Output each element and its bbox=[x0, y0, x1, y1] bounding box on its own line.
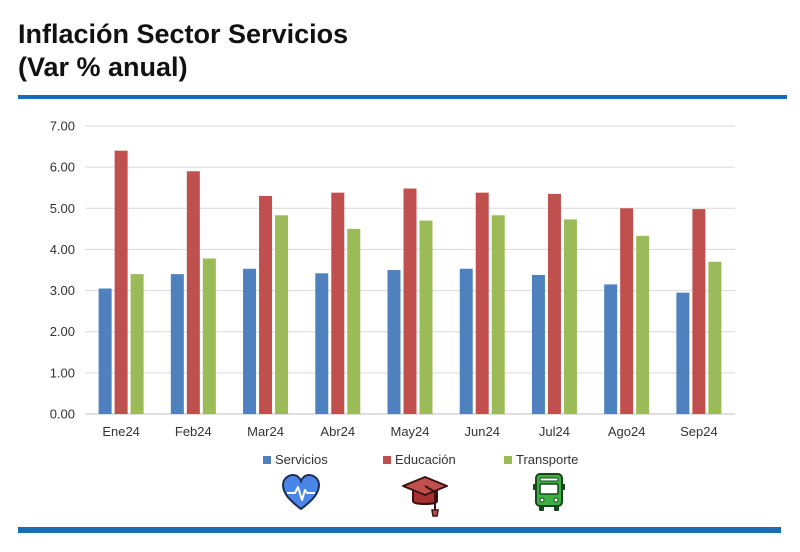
bar-servicios-ene24 bbox=[98, 288, 112, 414]
legend-item-educacion: Educación bbox=[383, 452, 456, 467]
bar-servicios-abr24 bbox=[315, 273, 329, 414]
x-tick-label: Ago24 bbox=[608, 424, 646, 439]
bar-servicios-sep24 bbox=[676, 292, 690, 414]
bar-educacion-ene24 bbox=[114, 150, 128, 414]
legend-label-transporte: Transporte bbox=[516, 452, 579, 467]
bar-educacion-may24 bbox=[403, 188, 417, 414]
legend-item-transporte: Transporte bbox=[504, 452, 578, 467]
bar-servicios-feb24 bbox=[170, 274, 184, 414]
heart-pulse-icon bbox=[281, 473, 321, 511]
bar-transporte-jul24 bbox=[563, 219, 577, 414]
bar-educacion-jun24 bbox=[475, 192, 489, 414]
bar-educacion-ago24 bbox=[620, 208, 634, 414]
legend-swatch-servicios bbox=[263, 455, 271, 464]
legend-label-educacion: Educación bbox=[395, 452, 456, 467]
y-tick-label: 0.00 bbox=[50, 407, 75, 422]
y-tick-label: 2.00 bbox=[50, 324, 75, 339]
x-tick-label: Jun24 bbox=[465, 424, 500, 439]
x-tick-label: Mar24 bbox=[247, 424, 284, 439]
bar-educacion-feb24 bbox=[186, 171, 200, 414]
legend-swatch-educacion bbox=[383, 455, 391, 464]
x-tick-label: Sep24 bbox=[680, 424, 718, 439]
bar-educacion-mar24 bbox=[259, 195, 273, 414]
y-tick-label: 1.00 bbox=[50, 365, 75, 380]
chart-title-line-1: Inflación Sector Servicios bbox=[18, 19, 349, 49]
x-tick-label: Jul24 bbox=[539, 424, 570, 439]
bar-transporte-feb24 bbox=[202, 258, 216, 414]
y-tick-label: 4.00 bbox=[50, 242, 75, 257]
bar-servicios-jul24 bbox=[531, 274, 545, 414]
bar-educacion-abr24 bbox=[331, 192, 345, 414]
y-tick-label: 3.00 bbox=[50, 283, 75, 298]
x-tick-label: Ene24 bbox=[102, 424, 140, 439]
bottom-divider bbox=[18, 527, 781, 533]
bar-transporte-may24 bbox=[419, 220, 433, 414]
x-tick-label: May24 bbox=[390, 424, 429, 439]
y-tick-label: 7.00 bbox=[50, 119, 75, 134]
top-divider bbox=[18, 95, 787, 99]
bar-servicios-ago24 bbox=[604, 284, 618, 414]
bar-servicios-mar24 bbox=[243, 268, 257, 414]
bar-transporte-sep24 bbox=[708, 261, 722, 414]
bar-servicios-may24 bbox=[387, 270, 401, 414]
y-tick-label: 6.00 bbox=[50, 160, 75, 175]
bar-transporte-mar24 bbox=[275, 215, 289, 414]
bus-icon bbox=[533, 473, 565, 511]
bar-servicios-jun24 bbox=[459, 268, 473, 414]
chart-title-line-2: (Var % anual) bbox=[18, 52, 188, 82]
legend-label-servicios: Servicios bbox=[275, 452, 328, 467]
chart-title: Inflación Sector Servicios (Var % anual) bbox=[18, 18, 348, 84]
legend-swatch-transporte bbox=[504, 455, 512, 464]
y-tick-label: 5.00 bbox=[50, 201, 75, 216]
x-tick-label: Feb24 bbox=[175, 424, 212, 439]
legend-item-servicios: Servicios bbox=[263, 452, 328, 467]
bar-educacion-jul24 bbox=[547, 193, 561, 414]
bar-transporte-jun24 bbox=[491, 215, 505, 414]
bar-educacion-sep24 bbox=[692, 209, 706, 414]
chart-legend: Servicios Educación Transporte bbox=[0, 452, 800, 468]
bar-transporte-ago24 bbox=[636, 235, 650, 414]
bar-transporte-ene24 bbox=[130, 274, 144, 414]
x-tick-label: Abr24 bbox=[320, 424, 355, 439]
bar-transporte-abr24 bbox=[347, 228, 361, 414]
graduation-cap-icon bbox=[402, 476, 448, 517]
